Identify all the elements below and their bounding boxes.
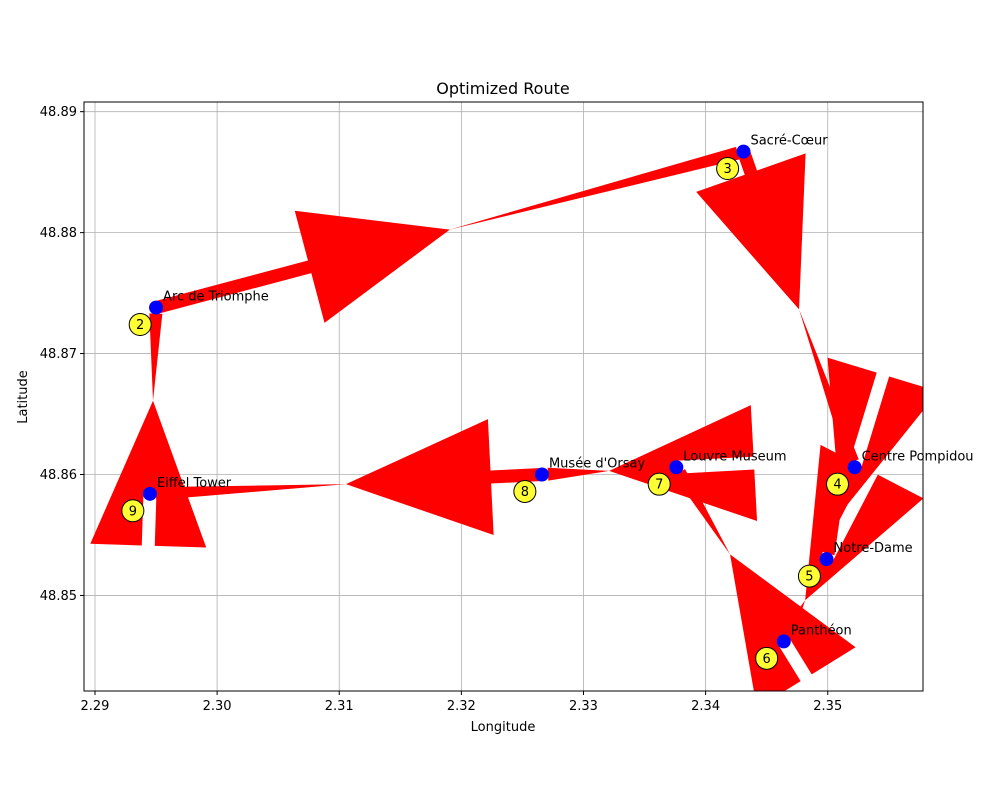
step-badge-number: 5: [805, 570, 813, 585]
step-badge-number: 2: [136, 318, 144, 333]
x-tick-label: 2.30: [203, 699, 232, 714]
step-badge: [513, 479, 537, 503]
y-tick-label: 48.85: [40, 589, 77, 604]
route-arrow: [345, 419, 543, 535]
step-badge-number: 7: [655, 478, 663, 493]
location-point: [534, 467, 549, 482]
y-axis-label: Latitude: [16, 370, 31, 424]
y-tick-label: 48.87: [40, 347, 77, 362]
location-label: Eiffel Tower: [157, 476, 232, 491]
step-badge-number: 3: [723, 162, 731, 177]
route-arrows: [90, 146, 923, 691]
y-tick-label: 48.89: [40, 105, 77, 120]
step-badge: [755, 646, 779, 670]
x-tick-label: 2.34: [691, 699, 720, 714]
location-labels: Arc de Triomphe Sacré-Cœur Centre Pompidou…: [157, 134, 974, 639]
step-badge: [716, 157, 740, 181]
location-label: Centre Pompidou: [862, 449, 974, 464]
location-label: Sacré-Cœur: [750, 134, 828, 149]
chart-title: Optimized Route: [436, 79, 569, 98]
route-arrow-tail: [155, 484, 346, 501]
location-point: [669, 460, 684, 475]
location-markers: [142, 144, 862, 649]
step-badge-number: 4: [833, 478, 841, 493]
location-point: [142, 486, 157, 501]
x-tick-label: 2.31: [325, 699, 354, 714]
x-tick-label: 2.32: [447, 699, 476, 714]
route-arrow: [609, 405, 758, 521]
step-badge: [647, 472, 671, 496]
location-point: [847, 460, 862, 475]
y-tick-label: 48.86: [40, 468, 77, 483]
x-axis-label: Longitude: [471, 720, 536, 735]
plot-frame: [83, 101, 924, 692]
route-arrow: [154, 210, 450, 323]
location-point: [736, 144, 751, 159]
step-badge-number: 8: [521, 485, 529, 500]
route-arrow-tail: [449, 146, 740, 230]
location-point: [149, 300, 164, 315]
x-tick-label: 2.29: [81, 699, 110, 714]
step-badge-number: 6: [763, 652, 771, 667]
step-badge-number: 9: [129, 504, 137, 519]
location-point: [819, 552, 834, 567]
location-label: Panthéon: [791, 623, 852, 638]
y-axis-ticks: 48.85 48.86 48.87 48.88 48.89: [40, 105, 84, 604]
route-arrow-tail: [149, 313, 163, 401]
route-arrow: [90, 400, 207, 548]
location-label: Louvre Museum: [683, 449, 786, 464]
step-badges: 2 3 4 5 6 7 8 9: [121, 157, 850, 670]
route-arrow: [696, 149, 806, 310]
step-badge: [826, 472, 850, 496]
location-label: Arc de Triomphe: [163, 290, 269, 305]
location-point: [776, 634, 791, 649]
step-badge: [128, 313, 152, 337]
route-arrow-tail: [547, 467, 610, 481]
step-badge: [797, 564, 821, 588]
x-tick-label: 2.35: [813, 699, 842, 714]
location-label: Notre-Dame: [834, 541, 913, 556]
step-badge: [121, 499, 145, 523]
x-axis-ticks: 2.29 2.30 2.31 2.32 2.33 2.34 2.35: [81, 691, 842, 714]
location-label: Musée d'Orsay: [549, 457, 645, 472]
y-tick-label: 48.88: [40, 226, 77, 241]
x-tick-label: 2.33: [569, 699, 598, 714]
